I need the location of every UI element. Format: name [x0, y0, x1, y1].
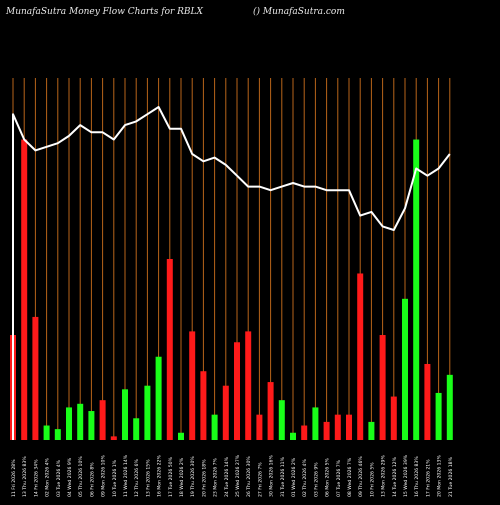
money-flow-bar: [178, 432, 184, 440]
x-tick-label: 04 Wed 2026 9%: [67, 457, 73, 497]
money-flow-bar: [278, 400, 285, 440]
money-flow-bar: [312, 407, 319, 440]
money-flow-bar: [413, 139, 420, 441]
money-flow-bar: [446, 374, 453, 440]
money-flow-bar: [234, 342, 240, 440]
x-tick-label: 15 Wed 2026 39%: [403, 454, 409, 497]
x-tick-label: 20 Fri 2026 18%: [201, 459, 207, 497]
x-tick-label: 24 Tue 2026 14%: [224, 456, 230, 497]
money-flow-bar: [66, 407, 72, 440]
money-flow-bar: [222, 385, 229, 440]
x-tick-label: 25 Wed 2026 27%: [235, 454, 241, 497]
bar-series: [10, 139, 453, 441]
x-tick-label: 17 Tue 2026 50%: [168, 456, 174, 497]
x-tick-label: 14 Tue 2026 12%: [392, 456, 398, 497]
x-tick-label: 03 Fri 2026 9%: [313, 462, 319, 497]
money-flow-bar: [435, 392, 442, 440]
x-tick-label: 12 Thu 2026 6%: [134, 459, 140, 497]
money-flow-bar: [200, 371, 207, 440]
money-flow-bar: [424, 363, 431, 440]
x-tick-label: 26 Thu 2026 30%: [246, 456, 252, 497]
money-flow-bar: [245, 331, 252, 440]
money-flow-bar: [290, 432, 296, 440]
x-tick-label: 14 Fri 2026 34%: [33, 459, 39, 497]
money-flow-bar: [379, 335, 386, 440]
line-series: [12, 106, 451, 440]
x-tick-label: 11 Wed 2026 14%: [123, 454, 129, 497]
x-tick-label: 09 Mon 2026 10%: [101, 455, 107, 497]
x-tick-label: 30 Mon 2026 16%: [269, 455, 275, 497]
money-flow-bar: [211, 414, 218, 440]
x-tick-label: 07 Tue 2026 7%: [336, 459, 342, 497]
x-tick-label: 21 Tue 2026 18%: [448, 456, 454, 497]
money-flow-bar: [357, 273, 364, 440]
x-tick-label: 13 Mon 2026 29%: [381, 455, 387, 497]
money-flow-bar: [346, 414, 352, 440]
x-tick-label: 13 Thu 2026 83%: [22, 456, 28, 497]
money-flow-bar: [166, 259, 173, 440]
money-flow-bar: [334, 414, 341, 440]
x-tick-label: 19 Thu 2026 30%: [190, 456, 196, 497]
money-flow-bar: [77, 403, 84, 440]
money-flow-bar: [155, 356, 162, 440]
money-flow-bar: [88, 411, 95, 440]
x-tick-label: 03 Tue 2026 4%: [56, 459, 62, 497]
x-tick-label: 31 Tue 2026 11%: [280, 456, 286, 497]
money-flow-bar: [43, 425, 50, 440]
money-flow-bar: [133, 418, 140, 440]
x-tick-label: 17 Fri 2026 21%: [425, 459, 431, 497]
money-flow-bar: [301, 425, 308, 440]
money-flow-bar: [54, 429, 61, 440]
x-tick-label: 01 Wed 2026 2%: [291, 457, 297, 497]
x-tick-label: 27 Fri 2026 7%: [257, 462, 263, 497]
money-flow-bar: [99, 400, 106, 440]
money-flow-bar: [189, 331, 196, 440]
money-flow-bar: [21, 139, 28, 441]
x-tick-label: 23 Mon 2026 7%: [213, 457, 219, 497]
money-flow-bar: [390, 396, 397, 440]
x-tick-label: 09 Thu 2026 46%: [358, 456, 364, 497]
x-tick-label: 16 Thu 2026 83%: [414, 456, 420, 497]
money-flow-bar: [402, 298, 408, 440]
x-tick-label: 02 Mon 2026 4%: [45, 457, 51, 497]
site-credit: () MunafaSutra.com: [253, 7, 345, 17]
x-tick-label: 18 Wed 2026 2%: [179, 457, 185, 497]
x-tick-label: 10 Tue 2026 1%: [112, 459, 118, 497]
money-flow-bar: [368, 421, 375, 440]
chart-title: MunafaSutra Money Flow Charts for RBLX: [6, 7, 203, 17]
money-flow-bar: [267, 382, 274, 440]
x-tick-label: 05 Thu 2026 10%: [78, 456, 84, 497]
x-tick-label: 11 Fri 2026 28%: [11, 459, 17, 497]
x-tick-label: 06 Mon 2026 5%: [325, 457, 331, 497]
x-tick-label: 08 Wed 2026 7%: [347, 457, 353, 497]
money-flow-bar: [110, 436, 117, 440]
x-tick-label: 20 Mon 2026 13%: [437, 455, 443, 497]
money-flow-bar: [144, 385, 151, 440]
x-tick-label: 10 Fri 2026 5%: [369, 462, 375, 497]
x-tick-label: 02 Thu 2026 4%: [302, 459, 308, 497]
x-tick-labels: 11 Fri 2026 28% 13 Thu 2026 83% 14 Fri 202…: [11, 454, 454, 497]
x-tick-label: 13 Fri 2026 15%: [145, 459, 151, 497]
x-tick-label: 06 Fri 2026 8%: [89, 462, 95, 497]
price-line: [12, 106, 451, 440]
money-flow-bar: [122, 389, 128, 440]
money-flow-bar: [32, 316, 39, 440]
money-flow-bar: [256, 414, 263, 440]
x-tick-label: 16 Mon 2026 22%: [157, 455, 163, 497]
money-flow-bar: [323, 421, 330, 440]
